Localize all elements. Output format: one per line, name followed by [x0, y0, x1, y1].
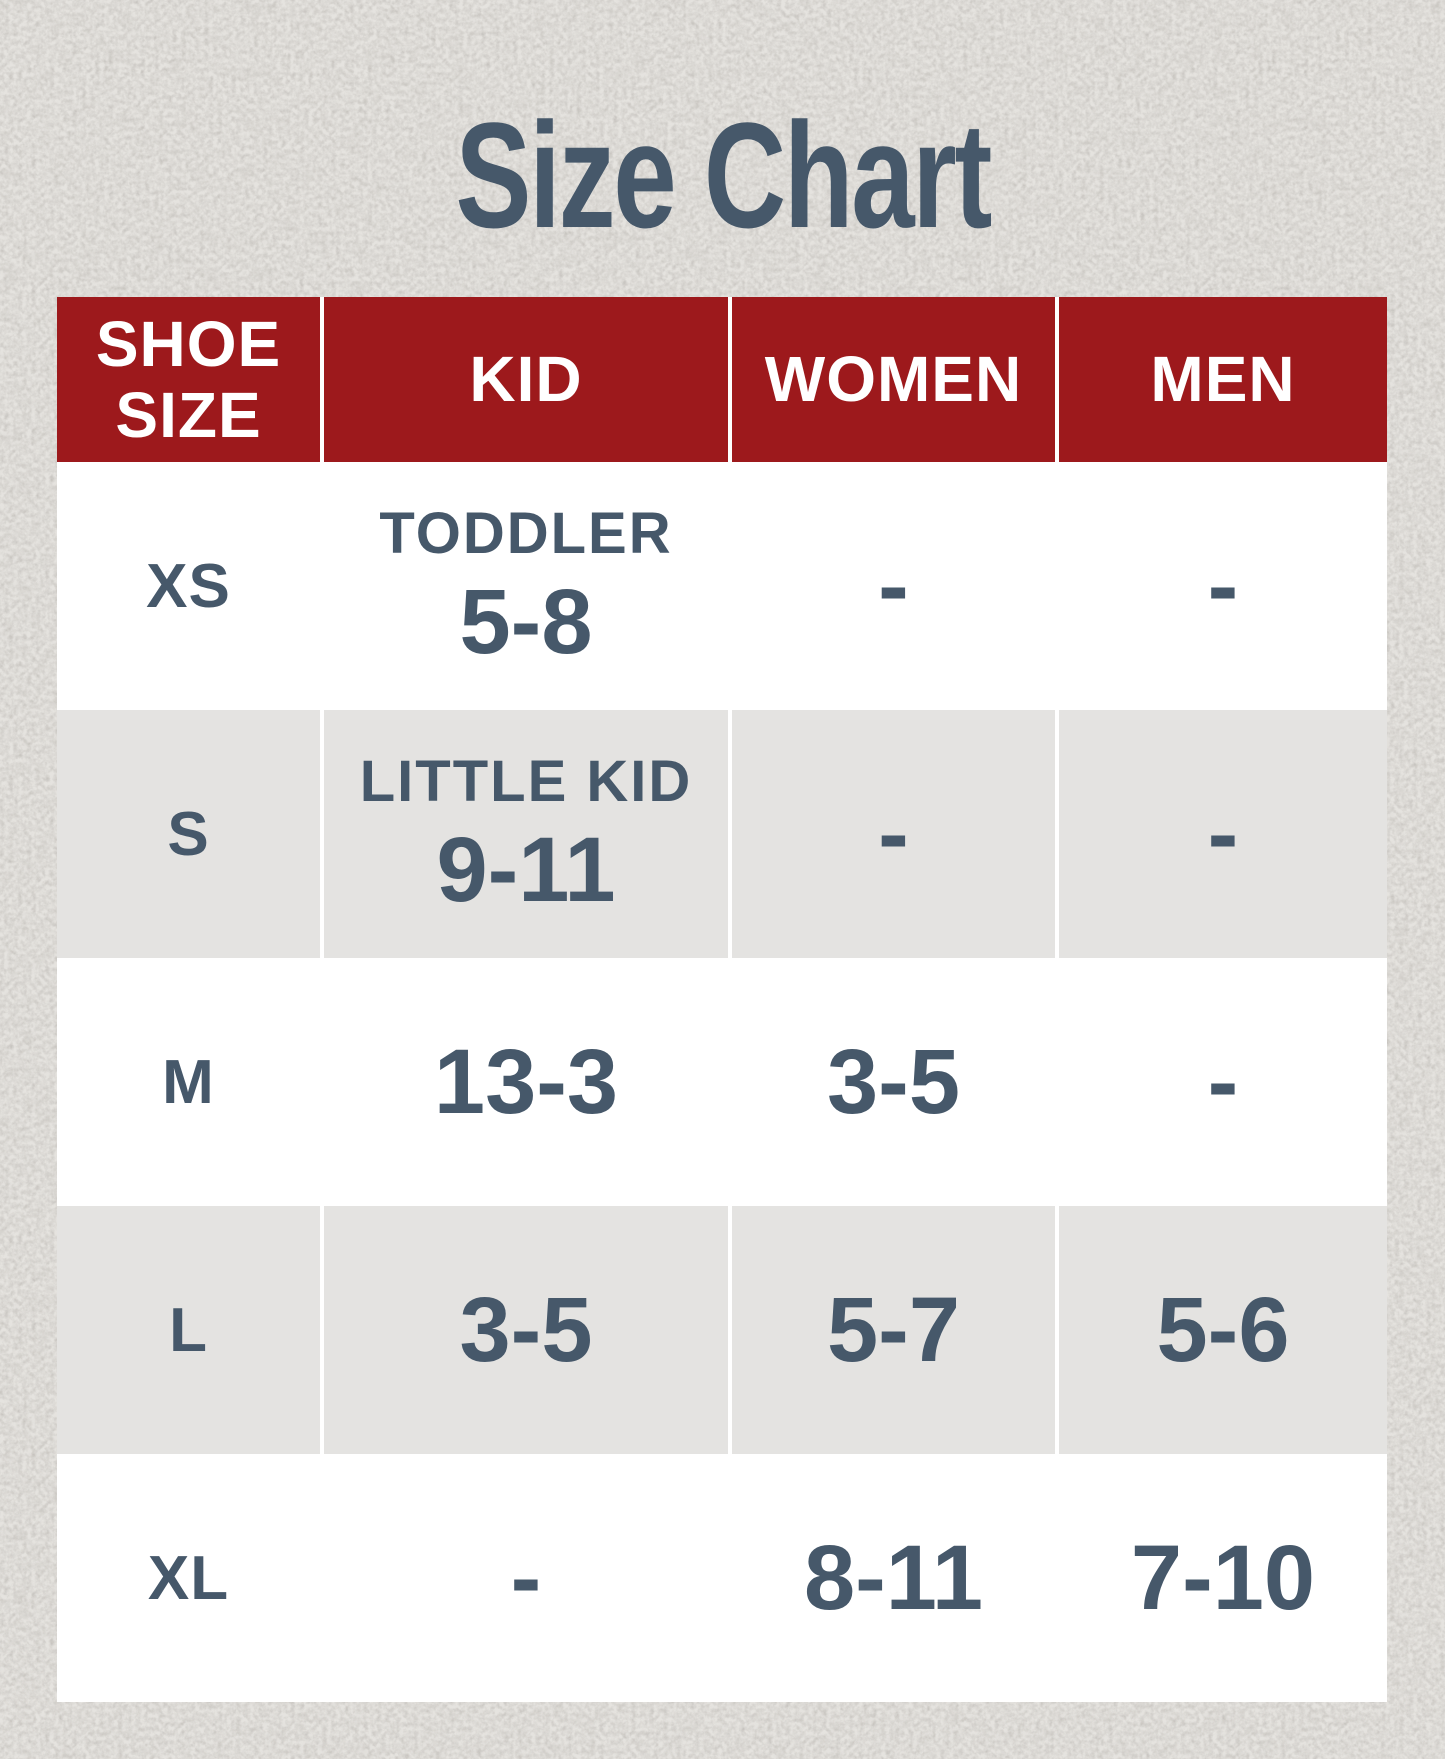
column-header-men: MEN — [1055, 297, 1387, 462]
kid-cell: TODDLER 5-8 — [320, 462, 728, 710]
women-cell: - — [728, 710, 1055, 958]
size-cell: XS — [57, 462, 320, 710]
women-size-value: 3-5 — [827, 1030, 960, 1133]
kid-size-value: - — [510, 1526, 542, 1629]
women-cell: 8-11 — [728, 1454, 1055, 1702]
kid-size-value: 5-8 — [459, 571, 593, 674]
size-cell: M — [57, 958, 320, 1206]
men-size-value: 5-6 — [1156, 1278, 1290, 1381]
column-header-shoe-size: SHOE SIZE — [95, 308, 282, 451]
size-label: L — [169, 1295, 208, 1365]
women-cell: 5-7 — [728, 1206, 1055, 1454]
kid-cell: - — [320, 1454, 728, 1702]
men-cell: - — [1055, 710, 1387, 958]
women-size-value: - — [878, 782, 909, 885]
men-size-value: - — [1207, 1030, 1239, 1133]
table-row-s: S LITTLE KID 9-11 - - — [57, 710, 1387, 958]
size-cell: S — [57, 710, 320, 958]
men-size-value: - — [1207, 534, 1239, 637]
size-label: XS — [146, 551, 231, 621]
size-label: S — [167, 799, 210, 869]
women-size-value: - — [878, 534, 909, 637]
kid-size-value: 3-5 — [459, 1278, 593, 1381]
kid-age-group-label: LITTLE KID — [359, 749, 693, 815]
women-cell: 3-5 — [728, 958, 1055, 1206]
kid-cell: LITTLE KID 9-11 — [320, 710, 728, 958]
women-size-value: 5-7 — [827, 1278, 960, 1381]
size-cell: XL — [57, 1454, 320, 1702]
size-cell: L — [57, 1206, 320, 1454]
column-header-kid: KID — [320, 297, 728, 462]
kid-age-group-label: TODDLER — [379, 501, 673, 567]
size-chart-table: SHOE SIZE KID WOMEN MEN XS TODDLER 5-8 -… — [57, 297, 1387, 1702]
women-size-value: 8-11 — [803, 1526, 984, 1629]
women-cell: - — [728, 462, 1055, 710]
table-row-xs: XS TODDLER 5-8 - - — [57, 462, 1387, 710]
page-title: Size Chart — [0, 100, 1445, 250]
table-row-m: M 13-3 3-5 - — [57, 958, 1387, 1206]
men-cell: - — [1055, 462, 1387, 710]
men-size-value: - — [1207, 782, 1239, 885]
size-label: XL — [147, 1543, 230, 1613]
men-size-value: 7-10 — [1130, 1526, 1316, 1629]
table-header-row: SHOE SIZE KID WOMEN MEN — [57, 297, 1387, 462]
column-header-women: WOMEN — [728, 297, 1055, 462]
kid-size-value: 13-3 — [433, 1030, 619, 1133]
kid-cell: 3-5 — [320, 1206, 728, 1454]
kid-size-value: 9-11 — [436, 819, 616, 922]
page-title-text: Size Chart — [455, 91, 992, 259]
kid-cell: 13-3 — [320, 958, 728, 1206]
men-cell: - — [1055, 958, 1387, 1206]
table-row-l: L 3-5 5-7 5-6 — [57, 1206, 1387, 1454]
men-cell: 7-10 — [1055, 1454, 1387, 1702]
men-cell: 5-6 — [1055, 1206, 1387, 1454]
table-row-xl: XL - 8-11 7-10 — [57, 1454, 1387, 1702]
size-label: M — [162, 1047, 215, 1117]
